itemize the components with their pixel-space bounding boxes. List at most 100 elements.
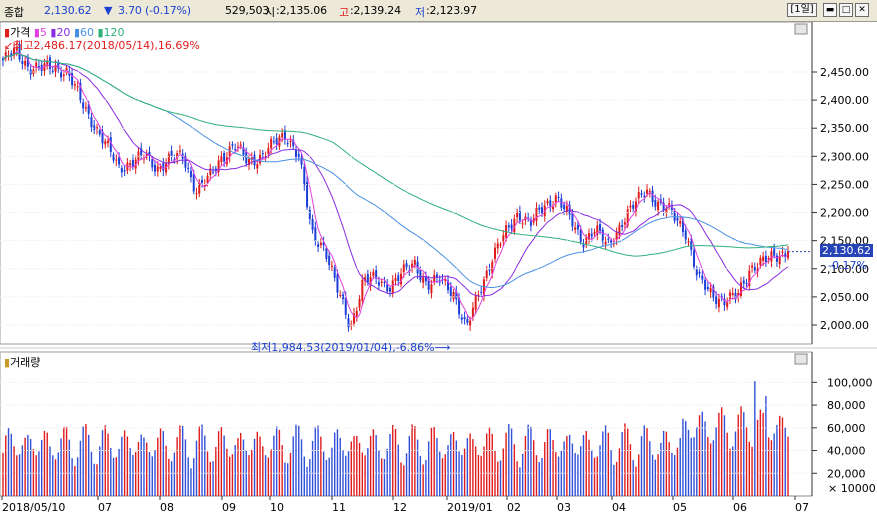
ma5-line (2, 51, 789, 320)
volume-bar (99, 446, 101, 496)
candle-body (101, 131, 104, 144)
candle-body (435, 274, 438, 278)
candle-body (87, 104, 90, 114)
candle-body (120, 167, 123, 173)
candle-body (634, 201, 637, 212)
period-selector[interactable]: [1일] (787, 3, 817, 17)
volume-bar (751, 446, 753, 496)
candle-body (585, 237, 588, 245)
volume-y-axis: 100,000 80,000 60,000 40,000 20,000 (0, 352, 873, 496)
candle-body (502, 235, 505, 242)
volume-bar (679, 437, 681, 496)
candle-body (552, 206, 555, 210)
date-tick-label: 11 (332, 501, 346, 514)
candle-body (187, 168, 190, 170)
volume-bar (709, 443, 712, 496)
candle-body (109, 137, 112, 152)
date-tick-label: 12 (393, 501, 407, 514)
volume-bar (762, 412, 764, 496)
candle-body (344, 296, 347, 315)
candle-body (698, 271, 701, 274)
volume-tick-label: 20,000 (827, 467, 866, 480)
volume-bar (16, 455, 18, 496)
volume-bar (541, 457, 543, 496)
candle-body (358, 299, 361, 308)
date-tick-label: 2019/01 (447, 501, 493, 514)
candle-body (79, 83, 82, 101)
candle-body (40, 64, 43, 72)
low-price: :2,123.97 (426, 4, 477, 17)
candle-body (494, 247, 497, 259)
volume-tick-label: 100,000 (827, 376, 873, 389)
moving-averages (2, 51, 789, 320)
candle-body (21, 60, 24, 65)
price-panel-close-icon[interactable] (794, 23, 808, 35)
maximize-icon[interactable]: □ (839, 3, 853, 17)
candle-body (427, 278, 430, 290)
candle-body (411, 263, 414, 268)
candle-body (361, 279, 364, 301)
current-change-tag: -0.17% (828, 259, 867, 272)
candle-body (112, 154, 115, 161)
candle-body (231, 144, 234, 146)
volume-bar (57, 452, 59, 496)
down-arrow-icon: ▼ (104, 4, 113, 17)
candle-body (632, 205, 635, 209)
candle-body (579, 229, 582, 243)
volume-bar (10, 433, 12, 496)
price-tick-label: 2,350.00 (820, 122, 869, 135)
candle-body (590, 233, 593, 237)
candle-body (662, 202, 665, 211)
candle-body (151, 159, 154, 168)
chart-frames (0, 21, 877, 497)
candle-body (256, 164, 259, 169)
minimize-icon[interactable]: ▬ (823, 3, 837, 17)
volume-bar (5, 435, 7, 496)
candle-body (18, 44, 21, 60)
high-annotation-text: 최고2,486.17(2018/05/14),16.69% (13, 39, 200, 52)
volume-bar (275, 426, 278, 496)
volume-bar (201, 424, 203, 496)
volume-bar (685, 421, 687, 496)
ma20-legend-label: 20 (56, 26, 71, 39)
volume-bar (765, 396, 767, 496)
high-annotation: ↙최고2,486.17(2018/05/14),16.69% (4, 37, 200, 53)
volume-bar (21, 445, 24, 496)
volume-bar (278, 429, 281, 496)
volume-bar (146, 442, 148, 496)
volume-bar (602, 431, 604, 496)
volume-bar (779, 415, 781, 496)
volume-panel-close-icon[interactable] (794, 353, 808, 365)
volume-bar (497, 461, 499, 496)
candle-body (173, 159, 176, 161)
volume-bar (671, 452, 673, 496)
volume-bar (414, 426, 416, 496)
candle-body (673, 210, 676, 221)
candle-body (223, 153, 226, 162)
volume-bar (715, 427, 717, 496)
volume-bar (579, 446, 582, 496)
volume-bar (618, 448, 621, 496)
candle-body (424, 277, 427, 282)
volume-legend-marker: ▮ (4, 356, 11, 369)
volume-bar (217, 431, 220, 496)
volume-bar (389, 433, 391, 496)
candle-body (646, 189, 649, 194)
candle-body (587, 233, 590, 240)
volume-bar (422, 464, 424, 496)
candle-body (668, 203, 671, 206)
candle-body (775, 255, 778, 262)
volume-bar (303, 456, 305, 496)
volume-bar (723, 415, 726, 496)
candle-body (339, 295, 342, 297)
date-tick-label: 07 (795, 501, 809, 514)
volume-bar (65, 426, 68, 496)
candle-body (449, 286, 452, 297)
volume-bar (322, 451, 325, 496)
price-tick-label: 2,000.00 (820, 319, 869, 332)
candle-body (643, 196, 646, 198)
volume-bar (707, 436, 709, 496)
candle-body (762, 256, 765, 261)
close-icon[interactable]: ✕ (855, 3, 869, 17)
